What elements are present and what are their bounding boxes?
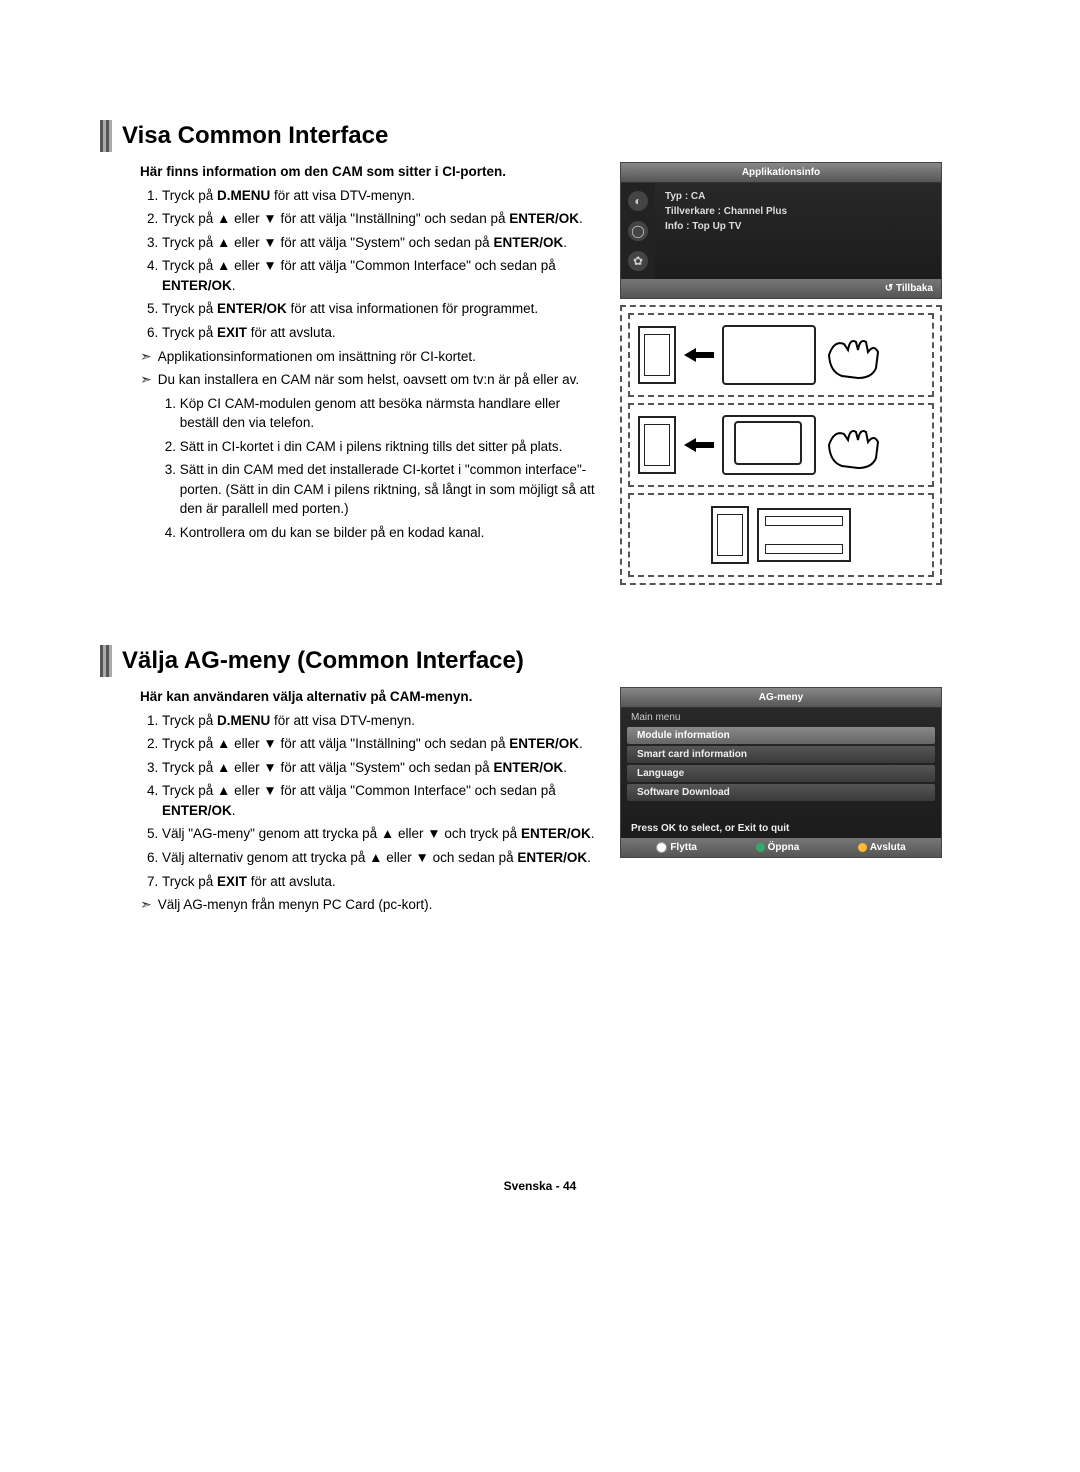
- cam-card-icon: [722, 325, 816, 385]
- osd-info: Info : Top Up TV: [665, 221, 931, 232]
- osd2-item-module: Module information: [627, 727, 935, 744]
- note-1: ➣ Välj AG-menyn från menyn PC Card (pc-k…: [140, 895, 600, 915]
- hand-icon: [824, 420, 884, 470]
- ci-port-icon: [757, 508, 851, 562]
- step-3: Tryck på ▲ eller ▼ för att välja "System…: [162, 233, 600, 253]
- ci-slot-icon: [711, 506, 749, 564]
- hand-icon: [824, 330, 884, 380]
- title-accent: [100, 120, 112, 152]
- note-2: ➣ Du kan installera en CAM när som helst…: [140, 370, 600, 547]
- osd-appinfo-title: Applikationsinfo: [621, 163, 941, 183]
- osd2-main: Main menu: [621, 708, 941, 725]
- step-7: Tryck på EXIT för att avsluta.: [162, 872, 600, 892]
- ci-slot-icon: [638, 416, 676, 474]
- step-1: Tryck på D.MENU för att visa DTV-menyn.: [162, 711, 600, 731]
- arrow-left-icon: [684, 438, 714, 452]
- gear-icon: ✿: [628, 251, 648, 271]
- osd-tillverkare: Tillverkare : Channel Plus: [665, 206, 931, 217]
- osd-sidebar-icons: ◐ ◯ ✿: [621, 183, 655, 279]
- osd2-item-software: Software Download: [627, 784, 935, 801]
- osd2-item-smartcard: Smart card information: [627, 746, 935, 763]
- substep-1: Köp CI CAM-modulen genom att besöka närm…: [180, 394, 600, 433]
- page-number: Svenska - 44: [100, 1179, 980, 1193]
- ci-diagram: [620, 305, 942, 585]
- section2-title: Välja AG-meny (Common Interface): [122, 647, 524, 675]
- note-1: ➣ Applikationsinformationen om insättnin…: [140, 347, 600, 367]
- step-5: Tryck på ENTER/OK för att visa informati…: [162, 299, 600, 319]
- arrow-left-icon: [684, 348, 714, 362]
- osd2-hint: Press OK to select, or Exit to quit: [621, 819, 941, 838]
- section-title-bar: Välja AG-meny (Common Interface): [100, 645, 980, 677]
- diagram-row-2: [628, 403, 934, 487]
- osd-appinfo: Applikationsinfo ◐ ◯ ✿ Typ : CA Tillverk…: [620, 162, 942, 299]
- diagram-row-3: [628, 493, 934, 577]
- substep-2: Sätt in CI-kortet i din CAM i pilens rik…: [180, 437, 600, 457]
- osd2-move: Flytta: [656, 842, 697, 853]
- globe-icon: ◐: [628, 191, 648, 211]
- section-title-bar: Visa Common Interface: [100, 120, 980, 152]
- smart-card-icon: [734, 421, 802, 465]
- section1-substeps: Köp CI CAM-modulen genom att besöka närm…: [158, 394, 600, 543]
- step-5: Välj "AG-meny" genom att trycka på ▲ ell…: [162, 824, 600, 844]
- note-icon: ➣: [140, 370, 152, 388]
- osd-back: ↺ Tillbaka: [621, 279, 941, 298]
- section2-steps: Tryck på D.MENU för att visa DTV-menyn. …: [140, 711, 600, 892]
- section1-steps: Tryck på D.MENU för att visa DTV-menyn. …: [140, 186, 600, 343]
- section1-text: Här finns information om den CAM som sit…: [140, 162, 600, 585]
- osd2-item-language: Language: [627, 765, 935, 782]
- step-3: Tryck på ▲ eller ▼ för att välja "System…: [162, 758, 600, 778]
- section-ag-meny: Välja AG-meny (Common Interface) Här kan…: [100, 645, 980, 919]
- osd-ag-meny: AG-meny Main menu Module information Sma…: [620, 687, 942, 858]
- osd2-title: AG-meny: [621, 688, 941, 708]
- step-4: Tryck på ▲ eller ▼ för att välja "Common…: [162, 256, 600, 295]
- magnify-icon: ◯: [628, 221, 648, 241]
- osd2-exit: Avsluta: [858, 842, 906, 853]
- diagram-row-1: [628, 313, 934, 397]
- title-accent: [100, 645, 112, 677]
- note-icon: ➣: [140, 895, 152, 913]
- substep-3: Sätt in din CAM med det installerade CI-…: [180, 460, 600, 519]
- step-6: Välj alternativ genom att trycka på ▲ el…: [162, 848, 600, 868]
- osd-typ: Typ : CA: [665, 191, 931, 202]
- osd2-open: Öppna: [756, 842, 800, 853]
- section2-text: Här kan användaren välja alternativ på C…: [140, 687, 600, 919]
- note-icon: ➣: [140, 347, 152, 365]
- section-title: Visa Common Interface: [122, 122, 388, 150]
- osd2-footer: Flytta Öppna Avsluta: [621, 838, 941, 857]
- step-2: Tryck på ▲ eller ▼ för att välja "Instäl…: [162, 734, 600, 754]
- section-visa-ci: Visa Common Interface Här finns informat…: [100, 120, 980, 585]
- step-6: Tryck på EXIT för att avsluta.: [162, 323, 600, 343]
- step-4: Tryck på ▲ eller ▼ för att välja "Common…: [162, 781, 600, 820]
- section1-intro: Här finns information om den CAM som sit…: [140, 162, 600, 182]
- substep-4: Kontrollera om du kan se bilder på en ko…: [180, 523, 600, 543]
- step-1: Tryck på D.MENU för att visa DTV-menyn.: [162, 186, 600, 206]
- step-2: Tryck på ▲ eller ▼ för att välja "Instäl…: [162, 209, 600, 229]
- section2-intro: Här kan användaren välja alternativ på C…: [140, 687, 600, 707]
- ci-slot-icon: [638, 326, 676, 384]
